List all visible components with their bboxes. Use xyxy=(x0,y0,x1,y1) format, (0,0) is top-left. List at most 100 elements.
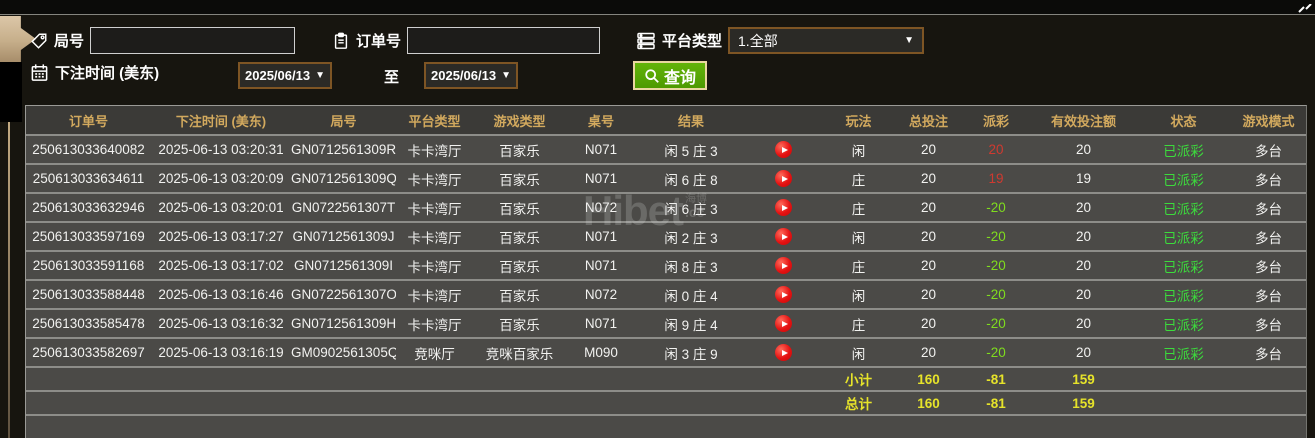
cell-table-no: N071 xyxy=(584,258,618,273)
play-video-button[interactable] xyxy=(775,170,792,187)
play-video-button[interactable] xyxy=(775,286,792,303)
platform-type-label: 平台类型 xyxy=(662,33,723,50)
cell-valid-bet: 20 xyxy=(1075,200,1092,215)
play-video-button[interactable] xyxy=(775,199,792,216)
cell-payout: -20 xyxy=(986,287,1006,302)
column-header: 平台类型 xyxy=(408,113,461,129)
cell-status: 已派彩 xyxy=(1163,230,1204,246)
table-row: 250613033591168 2025-06-13 03:17:02 GN07… xyxy=(26,252,1306,281)
platform-type-value: 1.全部 xyxy=(738,32,778,49)
tag-icon xyxy=(30,32,48,50)
cell-bet-time: 2025-06-13 03:20:09 xyxy=(158,171,284,186)
cell-game-mode: 多台 xyxy=(1255,230,1282,246)
search-icon xyxy=(644,68,660,84)
order-number-input[interactable] xyxy=(407,27,601,54)
cell-status: 已派彩 xyxy=(1163,259,1204,275)
table-body: 250613033640082 2025-06-13 03:20:31 GN07… xyxy=(26,136,1306,368)
cell-play-side: 闲 xyxy=(851,230,866,246)
order-number-label: 订单号 xyxy=(356,33,402,50)
play-video-button[interactable] xyxy=(775,257,792,274)
cell-result: 闲 5 庄 3 xyxy=(664,143,718,159)
cell-status: 已派彩 xyxy=(1163,317,1204,333)
cell-valid-bet: 20 xyxy=(1075,316,1092,331)
table-row: 250613033588448 2025-06-13 03:16:46 GN07… xyxy=(26,281,1306,310)
window-corner-glyph xyxy=(1298,0,1312,13)
cell-order-id: 250613033597169 xyxy=(32,229,145,244)
cell-round-id: GN0712561309H xyxy=(291,316,396,331)
cell-valid-bet: 20 xyxy=(1075,258,1092,273)
cell-platform: 卡卡湾厅 xyxy=(407,201,462,217)
play-icon xyxy=(781,291,788,298)
cell-bet-time: 2025-06-13 03:16:19 xyxy=(158,345,284,360)
window-top-bar xyxy=(0,0,1315,15)
cell-status: 已派彩 xyxy=(1163,201,1204,217)
platform-type-filter: 平台类型 1.全部 ▼ xyxy=(636,27,925,54)
cell-result: 闲 3 庄 9 xyxy=(664,346,718,362)
query-button-label: 查询 xyxy=(664,69,697,87)
cell-game-type: 百家乐 xyxy=(499,172,540,188)
cell-table-no: N071 xyxy=(584,142,618,157)
round-number-label: 局号 xyxy=(54,33,85,50)
cell-table-no: M090 xyxy=(584,345,618,360)
total-payout: -81 xyxy=(986,395,1006,411)
cell-total-bet: 20 xyxy=(920,258,937,273)
cell-play-side: 闲 xyxy=(851,346,866,362)
cell-order-id: 250613033632946 xyxy=(32,200,145,215)
cell-order-id: 250613033634611 xyxy=(32,171,145,186)
cell-platform: 竞咪厅 xyxy=(414,346,455,362)
grand-total-row: 总计 160 -81 159 xyxy=(26,392,1306,416)
cell-valid-bet: 20 xyxy=(1075,229,1092,244)
round-number-input[interactable] xyxy=(90,27,296,54)
cell-order-id: 250613033591168 xyxy=(32,258,145,273)
cell-valid-bet: 20 xyxy=(1075,142,1092,157)
cell-total-bet: 20 xyxy=(920,229,937,244)
cell-round-id: GN0712561309R xyxy=(291,142,396,157)
date-range-to-label: 至 xyxy=(384,69,400,86)
column-header: 结果 xyxy=(677,113,704,129)
cell-play-side: 庄 xyxy=(851,201,866,217)
cell-round-id: GN0712561309J xyxy=(292,229,395,244)
play-video-button[interactable] xyxy=(775,141,792,158)
cell-result: 闲 0 庄 4 xyxy=(664,288,718,304)
date-to-picker[interactable]: 2025/06/13 ▼ xyxy=(424,62,518,89)
cell-order-id: 250613033640082 xyxy=(32,142,145,157)
cell-game-mode: 多台 xyxy=(1255,346,1282,362)
cell-platform: 卡卡湾厅 xyxy=(407,288,462,304)
cell-game-type: 百家乐 xyxy=(499,259,540,275)
cell-bet-time: 2025-06-13 03:20:01 xyxy=(158,200,284,215)
play-video-button[interactable] xyxy=(775,228,792,245)
cell-payout: -20 xyxy=(986,200,1006,215)
cell-order-id: 250613033582697 xyxy=(32,345,145,360)
cell-valid-bet: 19 xyxy=(1075,171,1092,186)
dropdown-arrow-icon: ▼ xyxy=(315,70,325,81)
table-row: 250613033597169 2025-06-13 03:17:27 GN07… xyxy=(26,223,1306,252)
cell-payout: -20 xyxy=(986,345,1006,360)
play-video-button[interactable] xyxy=(775,315,792,332)
date-from-picker[interactable]: 2025/06/13 ▼ xyxy=(238,62,332,89)
subtotal-label: 小计 xyxy=(845,373,872,388)
cell-payout: -20 xyxy=(986,258,1006,273)
cell-table-no: N072 xyxy=(584,200,618,215)
play-icon xyxy=(781,146,788,153)
cell-platform: 卡卡湾厅 xyxy=(407,172,462,188)
cell-bet-time: 2025-06-13 03:17:02 xyxy=(158,258,284,273)
cell-bet-time: 2025-06-13 03:17:27 xyxy=(158,229,284,244)
cell-result: 闲 6 庄 3 xyxy=(664,201,718,217)
table-row: 250613033634611 2025-06-13 03:20:09 GN07… xyxy=(26,165,1306,194)
cell-round-id: GN0712561309Q xyxy=(291,171,396,186)
query-button[interactable]: 查询 xyxy=(633,61,708,90)
play-video-button[interactable] xyxy=(775,344,792,361)
dropdown-arrow-icon: ▼ xyxy=(501,70,511,81)
cell-play-side: 闲 xyxy=(851,288,866,304)
total-valid-bet: 159 xyxy=(1072,395,1095,411)
column-header: 游戏模式 xyxy=(1242,113,1295,129)
subtotal-total-bet: 160 xyxy=(917,371,940,387)
cell-game-type: 百家乐 xyxy=(499,143,540,159)
cell-platform: 卡卡湾厅 xyxy=(407,230,462,246)
cell-table-no: N072 xyxy=(584,287,618,302)
platform-type-select[interactable]: 1.全部 ▼ xyxy=(728,27,925,54)
cell-payout: 19 xyxy=(988,171,1004,186)
cell-status: 已派彩 xyxy=(1163,346,1204,362)
cell-total-bet: 20 xyxy=(920,345,937,360)
cell-total-bet: 20 xyxy=(920,171,937,186)
